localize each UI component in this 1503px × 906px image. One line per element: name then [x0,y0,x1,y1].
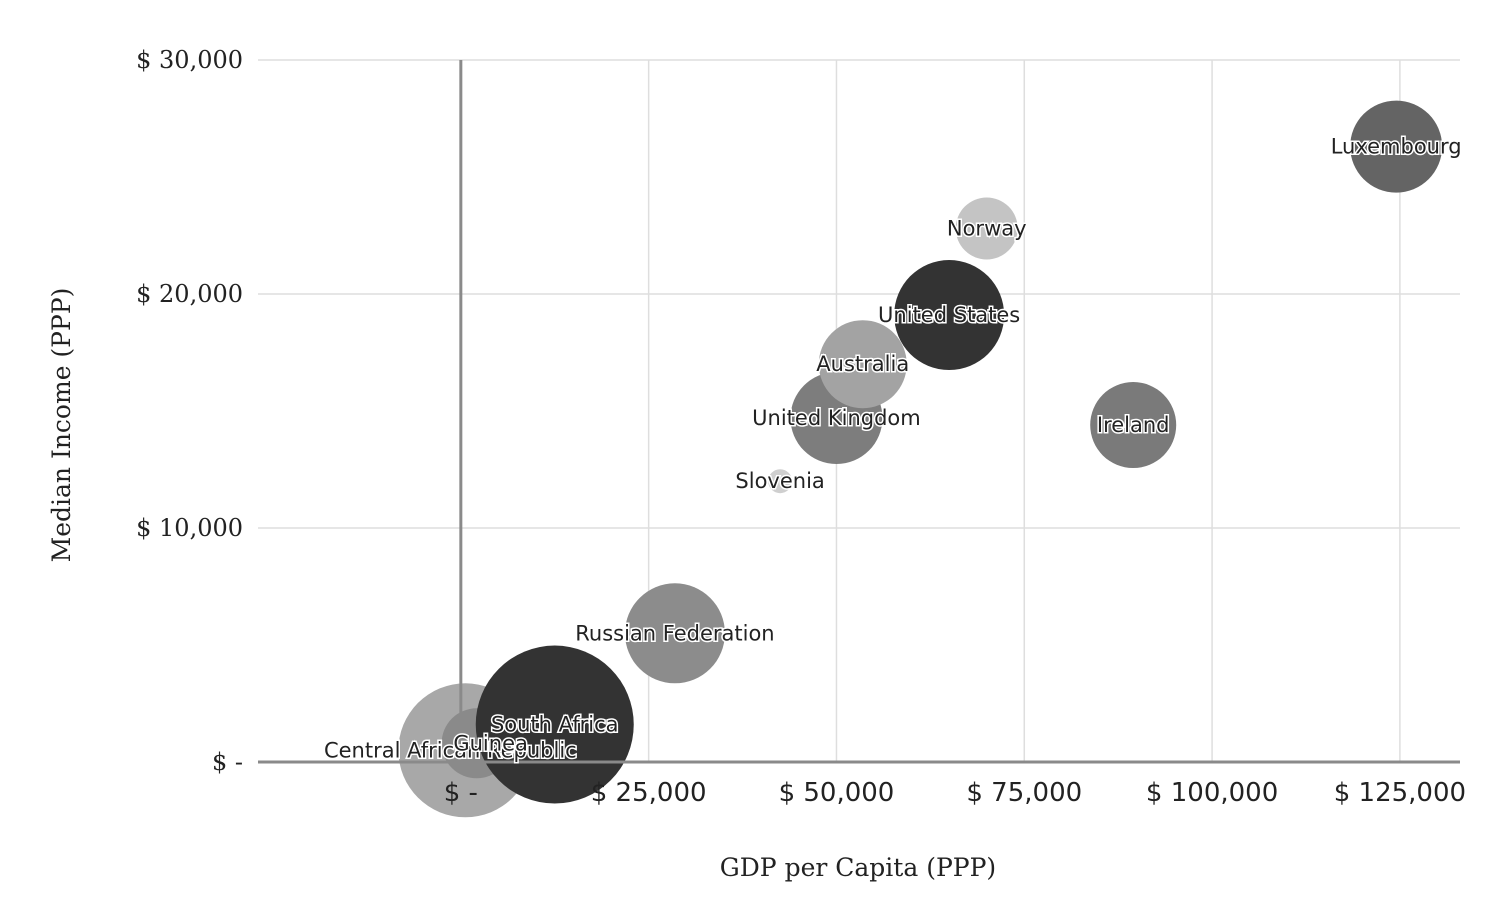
y-tick-label: $ 10,000 [136,514,243,542]
x-tick-label: $ 125,000 [1334,778,1466,808]
bubble-russian-federation [624,583,725,684]
y-tick-label: $ - [212,748,243,776]
bubble-label-united-states: United States [878,303,1020,327]
bubble-united-states [894,260,1005,371]
x-tick-label: $ 75,000 [966,778,1082,808]
bubble-label-norway: Norway [947,216,1027,240]
bubble-label-central-african-republic: Central African Republic [324,738,577,762]
bubble-label-ireland: Ireland [1097,413,1170,437]
x-tick-label: $ 100,000 [1146,778,1278,808]
bubble-label-luxembourg: Luxembourg [1331,135,1462,159]
bubble-label-guinea: Guinea [453,731,528,755]
y-tick-label: $ 30,000 [136,46,243,74]
bubble-label-australia: Australia [816,352,909,376]
axes [258,60,1460,764]
bubble-luxembourg [1350,100,1443,193]
bubble-label-russian-federation: Russian Federation [575,621,774,645]
x-tick-label: $ - [444,778,478,808]
x-tick-label: $ 25,000 [591,778,707,808]
bubble-ireland [1090,382,1177,469]
bubble-australia [818,320,907,409]
x-axis-title: GDP per Capita (PPP) [720,853,996,882]
bubble-south-africa [475,645,634,804]
bubble-label-south-africa: South Africa [491,713,619,737]
bubbles [398,100,1443,818]
bubble-norway [955,197,1018,260]
y-tick-label: $ 20,000 [136,280,243,308]
x-tick-label: $ 50,000 [779,778,895,808]
y-axis-title: Median Income (PPP) [47,288,76,563]
bubble-label-united-kingdom: United Kingdom [752,406,921,430]
bubble-label-slovenia: Slovenia [735,469,824,493]
tick-labels: $ - $ 10,000 $ 20,000 $ 30,000 $ - $ 25,000 $ … [136,46,1466,808]
bubble-slovenia [768,469,793,494]
